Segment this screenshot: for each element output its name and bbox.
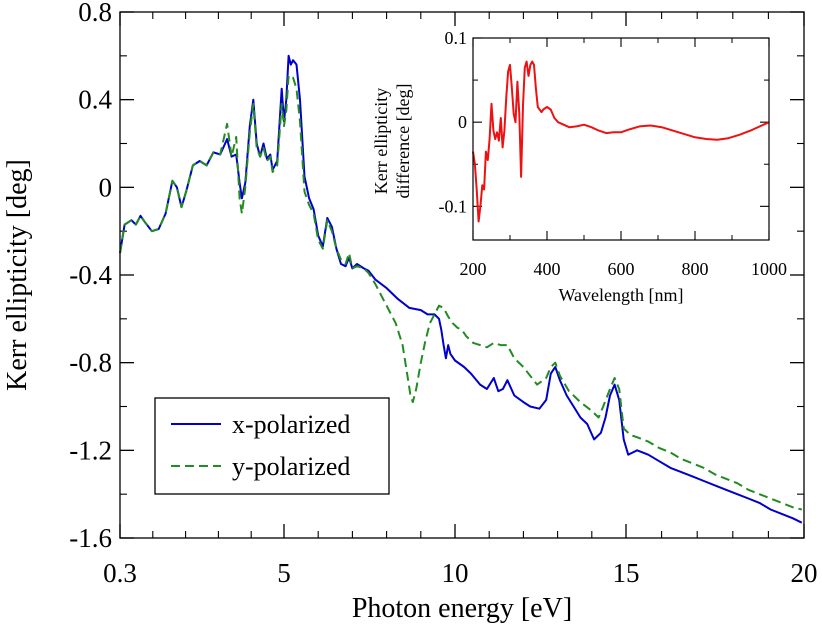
main-series (119, 54, 803, 524)
main-y-tick-label-0: 0 (99, 172, 113, 202)
main-y-tick-label-0-8: -0.8 (69, 348, 112, 378)
inset-tick-labels: 200 400 600 800 1000 0.1 0 -0.1 (439, 28, 788, 279)
inset-y-axis-label-line2: difference [deg] (393, 83, 413, 198)
main-x-tick-label-20: 20 (791, 558, 818, 588)
inset-y-tick-label-0-1: -0.1 (439, 196, 468, 216)
inset-x-tick-label-600: 600 (608, 259, 635, 279)
legend: x-polarized y-polarized (154, 397, 390, 495)
main-y-axis-label: Kerr ellipticity [deg] (2, 159, 33, 391)
main-y-tick-label-1-6: -1.6 (69, 523, 112, 553)
inset-y-tick-label-0: 0 (458, 112, 467, 132)
inset-x-tick-label-400: 400 (534, 259, 561, 279)
inset-y-tick-label-0-1: 0.1 (445, 28, 468, 48)
main-x-tick-label-15: 15 (613, 558, 640, 588)
legend-label-y-polarized: y-polarized (232, 452, 350, 481)
legend-box (154, 397, 390, 495)
inset-series (472, 60, 770, 223)
main-x-tick-label-5: 5 (277, 558, 291, 588)
inset-y-axis-label-line1: Kerr ellipticity (371, 88, 391, 194)
main-y-tick-label-0-4: 0.4 (78, 85, 112, 115)
main-x-axis-label: Photon energy [eV] (352, 593, 572, 624)
main-tick-labels: 0.8 0.4 0 -0.4 -0.8 -1.2 -1.6 0.3 5 10 15 20 (69, 0, 817, 588)
main-y-tick-label-0-8: 0.8 (78, 0, 112, 27)
main-y-tick-label-1-2: -1.2 (69, 435, 112, 465)
series-line-x-polarized (119, 54, 803, 524)
main-x-tick-label-0-3: 0.3 (103, 558, 137, 588)
main-x-tick-label-10: 10 (442, 558, 469, 588)
inset-x-tick-label-1000: 1000 (751, 259, 787, 279)
main-y-tick-label-0-4: -0.4 (69, 260, 112, 290)
main-plot-frame (119, 11, 805, 539)
inset-plot-frame (472, 37, 770, 241)
inset-x-axis-label: Wavelength [nm] (558, 285, 683, 305)
inset-series-line-difference (472, 60, 770, 223)
inset-chart: 200 400 600 800 1000 0.1 0 -0.1 Wavelength [nm]… (371, 28, 787, 305)
inset-x-tick-label-200: 200 (460, 259, 487, 279)
legend-label-x-polarized: x-polarized (232, 410, 350, 439)
inset-x-tick-label-800: 800 (682, 259, 709, 279)
series-line-y-polarized (119, 74, 803, 511)
